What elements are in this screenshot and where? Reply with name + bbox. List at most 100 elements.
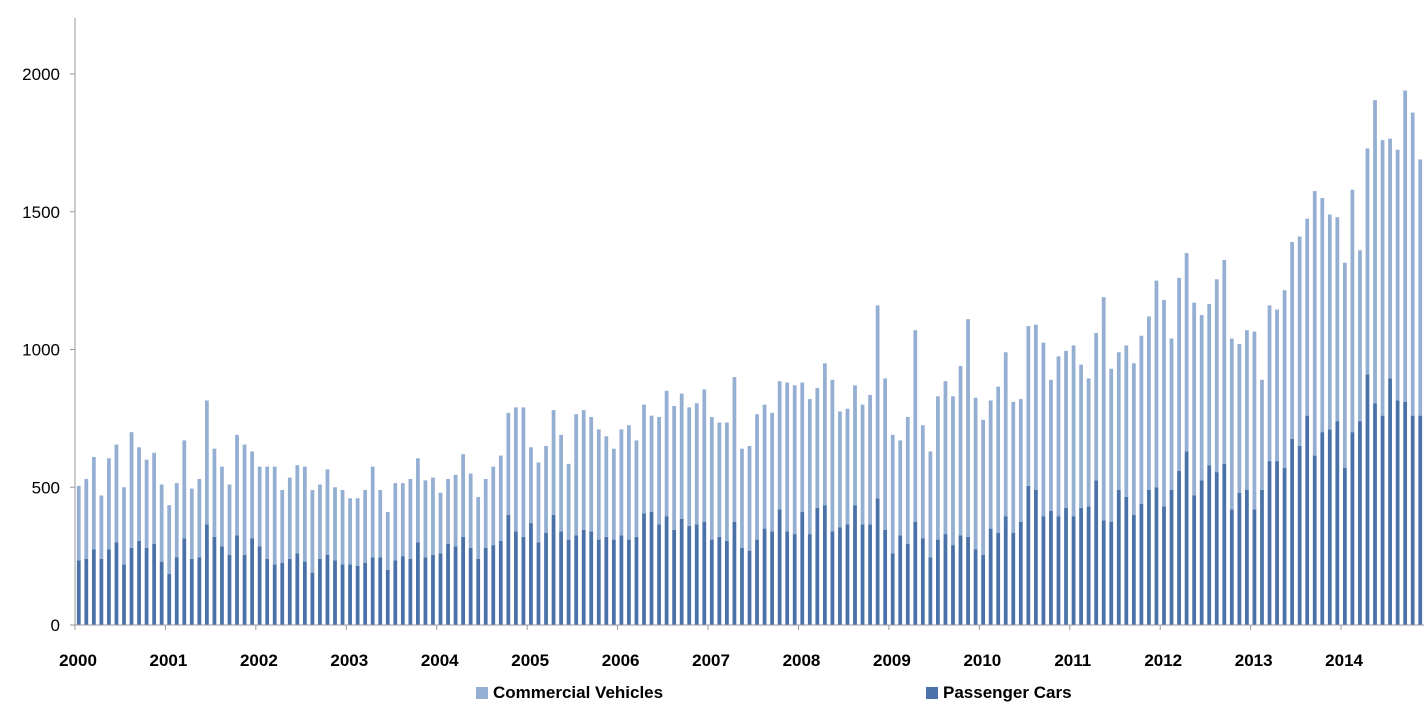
bar-passenger-cars (559, 531, 563, 625)
bar-commercial-vehicles (1395, 149, 1400, 401)
bar-commercial-vehicles (212, 448, 217, 537)
bar-passenger-cars (1327, 429, 1332, 625)
bar-passenger-cars (943, 534, 948, 625)
bar-passenger-cars (574, 535, 579, 625)
bar-passenger-cars (189, 558, 194, 625)
bar-passenger-cars (348, 564, 352, 625)
bar-commercial-vehicles (174, 483, 179, 558)
bar-commercial-vehicles (257, 466, 262, 547)
y-tick-label: 1500 (22, 203, 60, 222)
bar-commercial-vehicles (770, 412, 774, 532)
bar-passenger-cars (544, 532, 548, 625)
bar-commercial-vehicles (220, 466, 224, 547)
bar-commercial-vehicles (400, 483, 405, 557)
bar-commercial-vehicles (566, 463, 571, 540)
bar-passenger-cars (747, 550, 752, 625)
x-tick-label: 2007 (692, 651, 730, 670)
bar-passenger-cars (1373, 403, 1377, 625)
bar-passenger-cars (762, 528, 767, 625)
bar-passenger-cars (1222, 463, 1227, 625)
bar-commercial-vehicles (385, 512, 390, 570)
bar-passenger-cars (649, 512, 654, 625)
bar-commercial-vehicles (1116, 352, 1121, 490)
bar-passenger-cars (529, 523, 533, 625)
bar-passenger-cars (302, 561, 307, 625)
bar-commercial-vehicles (905, 417, 910, 544)
bar-commercial-vehicles (272, 466, 277, 565)
bar-passenger-cars (182, 538, 187, 625)
bar-commercial-vehicles (1380, 140, 1385, 416)
bar-passenger-cars (1116, 490, 1121, 625)
bar-commercial-vehicles (687, 407, 692, 526)
bar-commercial-vehicles (189, 488, 194, 559)
bar-passenger-cars (687, 525, 692, 625)
bar-commercial-vehicles (1282, 290, 1287, 468)
bar-commercial-vehicles (1124, 345, 1129, 497)
bar-commercial-vehicles (936, 396, 940, 540)
bar-commercial-vehicles (1365, 148, 1370, 375)
x-tick-label: 2006 (602, 651, 640, 670)
bar-commercial-vehicles (1222, 259, 1227, 464)
bar-passenger-cars (815, 507, 820, 625)
bar-commercial-vehicles (649, 415, 654, 513)
bar-commercial-vehicles (1245, 330, 1249, 490)
bar-commercial-vehicles (1327, 214, 1332, 430)
bar-passenger-cars (498, 540, 503, 625)
bar-passenger-cars (581, 529, 586, 625)
bar-passenger-cars (732, 521, 737, 625)
bar-passenger-cars (679, 518, 684, 625)
bar-commercial-vehicles (280, 490, 285, 564)
bar-commercial-vehicles (393, 483, 398, 561)
bar-passenger-cars (385, 569, 390, 625)
bar-commercial-vehicles (295, 465, 300, 554)
bar-passenger-cars (860, 524, 865, 625)
bar-passenger-cars (1184, 451, 1189, 625)
bar-commercial-vehicles (84, 478, 89, 559)
bar-passenger-cars (1229, 509, 1234, 625)
bar-passenger-cars (287, 558, 292, 625)
bar-commercial-vehicles (604, 436, 609, 537)
bar-commercial-vehicles (1177, 277, 1181, 471)
bar-passenger-cars (627, 539, 631, 625)
bar-passenger-cars (1237, 492, 1242, 625)
bar-passenger-cars (1214, 472, 1219, 625)
bar-commercial-vehicles (1034, 324, 1038, 490)
bar-commercial-vehicles (672, 405, 677, 530)
bar-passenger-cars (740, 547, 744, 625)
bar-passenger-cars (1177, 470, 1181, 625)
bar-passenger-cars (167, 574, 172, 625)
bar-passenger-cars (875, 498, 880, 625)
bar-commercial-vehicles (1297, 236, 1302, 446)
bar-commercial-vehicles (717, 422, 722, 537)
x-tick-label: 2004 (421, 651, 459, 670)
bar-passenger-cars (619, 535, 624, 625)
bar-commercial-vehicles (1403, 90, 1408, 402)
bar-commercial-vehicles (792, 385, 797, 535)
bar-commercial-vehicles (144, 459, 149, 548)
bar-commercial-vehicles (431, 477, 435, 555)
bar-commercial-vehicles (438, 492, 443, 554)
bar-commercial-vehicles (1214, 279, 1219, 473)
bar-commercial-vehicles (536, 462, 541, 543)
bar-commercial-vehicles (1026, 326, 1031, 486)
bar-commercial-vehicles (461, 454, 466, 537)
x-axis-ticks: 2000 2001 2002 2003 2004 2005 2006 2007 2008 2009… (59, 625, 1364, 670)
bar-passenger-cars (1358, 421, 1362, 625)
bar-commercial-vehicles (747, 445, 752, 551)
bar-commercial-vehicles (159, 484, 164, 562)
bar-commercial-vehicles (619, 429, 624, 536)
bar-commercial-vehicles (235, 434, 239, 536)
bar-passenger-cars (928, 557, 933, 625)
bar-passenger-cars (966, 536, 970, 625)
bar-commercial-vehicles (197, 478, 202, 558)
bar-commercial-vehicles (1056, 356, 1061, 517)
bar-commercial-vehicles (182, 440, 187, 539)
x-tick-label: 2013 (1235, 651, 1273, 670)
bar-passenger-cars (257, 546, 262, 625)
bar-commercial-vehicles (1086, 378, 1091, 507)
bar-passenger-cars (770, 531, 774, 625)
bar-commercial-vehicles (664, 390, 669, 517)
x-tick-label: 2010 (963, 651, 1001, 670)
bar-commercial-vehicles (1109, 368, 1114, 522)
bar-passenger-cars (513, 531, 518, 625)
